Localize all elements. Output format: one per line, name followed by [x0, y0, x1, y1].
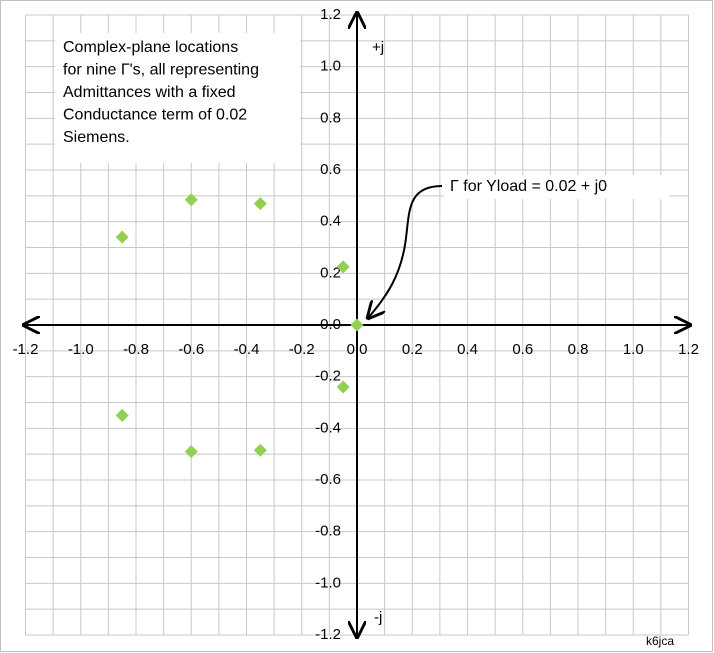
x-tick-label: 1.0 — [623, 341, 644, 358]
point — [184, 445, 198, 459]
point — [115, 230, 129, 244]
y-tick-label: -1.0 — [315, 574, 341, 591]
x-tick-label: -0.8 — [123, 341, 149, 358]
annotation-line: Complex-plane locations — [63, 39, 238, 56]
neg-imag-label: -j — [374, 609, 382, 626]
point — [253, 443, 267, 457]
x-tick-label: 0.0 — [347, 341, 368, 358]
x-tick-label: -1.0 — [68, 341, 94, 358]
point — [253, 197, 267, 211]
annotation-line: Admittances with a fixed — [63, 84, 236, 101]
y-tick-label: -0.4 — [315, 419, 341, 436]
x-tick-label: 0.2 — [402, 341, 423, 358]
annotation-line: for nine Γ's, all representing — [63, 62, 259, 79]
annotation-line: Conductance term of 0.02 — [63, 107, 247, 124]
y-tick-label: 0.2 — [320, 264, 341, 281]
point — [336, 260, 350, 274]
x-tick-label: 1.2 — [678, 341, 699, 358]
callout-box — [444, 175, 669, 199]
credit: k6jca — [646, 634, 674, 648]
point — [184, 193, 198, 207]
callout-arrow — [368, 185, 443, 318]
callout: Γ for Yload = 0.02 + j0 — [450, 178, 607, 195]
annotation-box — [55, 33, 300, 163]
y-tick-label: -0.8 — [315, 523, 341, 540]
x-tick-label: -1.2 — [13, 341, 39, 358]
y-tick-label: -0.2 — [315, 368, 341, 385]
x-tick-label: -0.6 — [178, 341, 204, 358]
point — [350, 318, 364, 332]
point — [336, 380, 350, 394]
y-tick-label: 0.6 — [320, 161, 341, 178]
point — [115, 408, 129, 422]
y-tick-label: -0.6 — [315, 471, 341, 488]
pos-imag-label: +j — [372, 39, 384, 56]
annotation: Complex-plane locations for nine Γ's, all… — [63, 39, 259, 146]
y-tick-label: 1.2 — [320, 6, 341, 23]
y-tick-label: 1.0 — [320, 58, 341, 75]
y-tick-label: 0.4 — [320, 213, 341, 230]
y-tick-label: -1.2 — [315, 626, 341, 643]
y-tick-label: 0.8 — [320, 109, 341, 126]
x-tick-label: 0.8 — [568, 341, 589, 358]
y-tick-label: 0.0 — [320, 316, 341, 333]
x-tick-label: -0.2 — [289, 341, 315, 358]
x-tick-label: -0.4 — [234, 341, 260, 358]
annotation-line: Siemens. — [63, 129, 130, 146]
x-tick-label: 0.4 — [457, 341, 478, 358]
x-tick-label: 0.6 — [512, 341, 533, 358]
